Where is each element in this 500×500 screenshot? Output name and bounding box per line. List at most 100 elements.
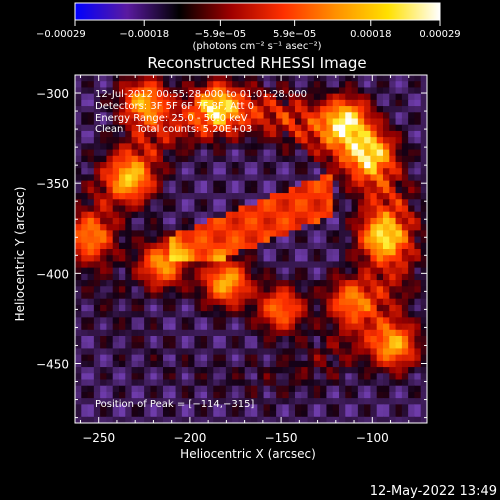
heatmap-cell (93, 180, 101, 188)
heatmap-cell (181, 205, 189, 213)
heatmap-cell (263, 360, 271, 368)
heatmap-cell (87, 398, 95, 405)
heatmap-cell (345, 217, 353, 225)
heatmap-cell (200, 323, 208, 331)
heatmap-cell (307, 255, 315, 263)
heatmap-cell (106, 130, 114, 138)
heatmap-cell (389, 168, 397, 176)
heatmap-cell (219, 385, 227, 393)
heatmap-cell (119, 217, 126, 225)
heatmap-cell (244, 379, 252, 387)
heatmap-cell (295, 87, 302, 95)
heatmap-cell (326, 193, 334, 200)
heatmap-cell (188, 193, 196, 200)
heatmap-cell (370, 124, 378, 132)
heatmap-cell (370, 162, 378, 169)
heatmap-cell (301, 99, 309, 107)
heatmap-cell (326, 180, 334, 188)
heatmap-cell (257, 336, 265, 343)
heatmap-cell (194, 75, 202, 82)
heatmap-cell (414, 329, 422, 337)
heatmap-cell (106, 373, 114, 381)
heatmap-cell (282, 391, 290, 399)
heatmap-cell (313, 149, 321, 157)
heatmap-cell (100, 242, 108, 250)
heatmap-cell (339, 211, 346, 219)
heatmap-cell (345, 211, 353, 219)
heatmap-cell (307, 317, 315, 325)
heatmap-cell (263, 180, 271, 188)
heatmap-cell (188, 379, 196, 387)
heatmap-cell (420, 329, 427, 337)
heatmap-cell (169, 367, 177, 374)
heatmap-cell (332, 249, 340, 256)
heatmap-cell (81, 143, 89, 151)
heatmap-cell (207, 75, 214, 82)
heatmap-cell (194, 304, 202, 312)
heatmap-cell (213, 87, 221, 95)
heatmap-cell (282, 255, 290, 263)
heatmap-cell (357, 217, 365, 225)
heatmap-cell (163, 205, 170, 213)
heatmap-cell (144, 162, 152, 169)
heatmap-cell (301, 410, 309, 418)
heatmap-cell (200, 416, 208, 423)
heatmap-cell (200, 329, 208, 337)
heatmap-cell (244, 373, 252, 381)
heatmap-cell (207, 273, 214, 281)
colorbar-tick-label: −0.00018 (119, 29, 169, 40)
heatmap-cell (301, 298, 309, 306)
heatmap-cell (282, 112, 290, 120)
heatmap-cell (395, 298, 403, 306)
heatmap-cell (383, 174, 390, 182)
heatmap-cell (345, 180, 353, 188)
heatmap-cell (213, 317, 221, 325)
heatmap-cell (181, 230, 189, 238)
heatmap-cell (156, 217, 164, 225)
heatmap-cell (269, 261, 277, 269)
heatmap-cell (207, 186, 214, 194)
heatmap-cell (163, 348, 170, 356)
heatmap-cell (137, 230, 145, 238)
heatmap-cell (320, 205, 328, 213)
heatmap-cell (207, 143, 214, 151)
heatmap-cell (263, 149, 271, 157)
heatmap-cell (408, 230, 416, 238)
heatmap-cell (320, 404, 328, 412)
heatmap-cell (194, 130, 202, 138)
heatmap-cell (383, 329, 390, 337)
heatmap-cell (395, 224, 403, 231)
heatmap-cell (219, 255, 227, 263)
heatmap-cell (301, 87, 309, 95)
heatmap-cell (75, 249, 82, 256)
heatmap-cell (326, 242, 334, 250)
heatmap-cell (207, 410, 214, 418)
heatmap-cell (75, 286, 82, 294)
heatmap-cell (313, 329, 321, 337)
heatmap-cell (269, 193, 277, 200)
heatmap-cell (263, 317, 271, 325)
heatmap-cell (307, 342, 315, 350)
heatmap-cell (351, 360, 359, 368)
heatmap-cell (106, 336, 114, 343)
heatmap-cell (106, 106, 114, 113)
heatmap-cell (125, 130, 133, 138)
heatmap-cell (213, 106, 221, 113)
heatmap-cell (414, 273, 422, 281)
heatmap-cell (408, 75, 416, 82)
heatmap-cell (295, 112, 302, 120)
heatmap-cell (408, 174, 416, 182)
heatmap-cell (207, 230, 214, 238)
heatmap-cell (383, 75, 390, 82)
heatmap-cell (401, 186, 409, 194)
heatmap-cell (408, 205, 416, 213)
heatmap-cell (87, 155, 95, 163)
heatmap-cell (307, 106, 315, 113)
heatmap-cell (320, 336, 328, 343)
heatmap-cell (320, 360, 328, 368)
heatmap-cell (163, 143, 170, 151)
heatmap-cell (276, 367, 284, 374)
heatmap-cell (75, 304, 82, 312)
heatmap-cell (119, 360, 126, 368)
heatmap-cell (282, 385, 290, 393)
